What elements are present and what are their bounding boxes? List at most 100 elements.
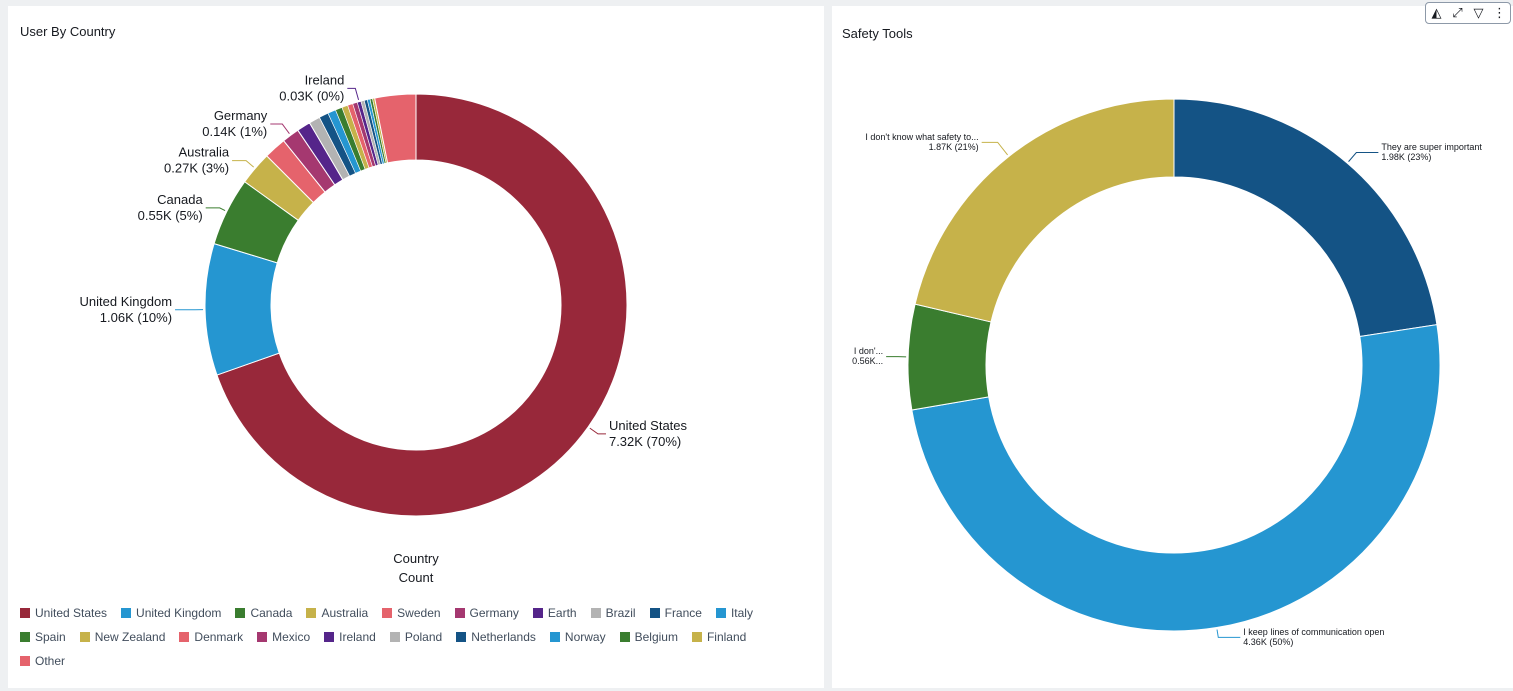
- chart-insights-icon[interactable]: ◭: [1431, 5, 1442, 20]
- legend-item-mexico[interactable]: Mexico: [257, 629, 311, 644]
- expand-icon[interactable]: ⤢: [1452, 5, 1463, 20]
- legend-label: France: [664, 605, 702, 620]
- data-label-value: 0.14K (1%): [202, 124, 267, 139]
- slice-i-don-t-use-them[interactable]: [907, 303, 992, 411]
- legend-label: Spain: [35, 629, 66, 644]
- legend-item-other[interactable]: Other: [20, 653, 66, 668]
- user-by-country-panel: User By Country United States 7.32K (70%)…: [8, 6, 824, 688]
- legend-swatch: [121, 607, 132, 618]
- legend-label: Poland: [404, 629, 443, 644]
- slice-other[interactable]: [374, 93, 417, 164]
- legend-swatch: [306, 607, 317, 618]
- legend-item-netherlands[interactable]: Netherlands: [456, 630, 536, 644]
- legend-label: New Zealand: [94, 629, 166, 644]
- legend-swatch: [179, 631, 190, 642]
- data-label-value: 1.98K (23%): [1381, 152, 1431, 162]
- legend-swatch: [235, 607, 246, 618]
- legend-item-germany[interactable]: Germany: [454, 605, 519, 620]
- label-leader-germany: [270, 123, 290, 134]
- legend-label: Italy: [730, 605, 753, 620]
- panel-title: User By Country: [20, 24, 116, 39]
- legend-item-brazil[interactable]: Brazil: [590, 605, 636, 620]
- slice-united-states[interactable]: [216, 93, 628, 517]
- legend-swatch: [79, 631, 90, 642]
- slices: [907, 98, 1441, 632]
- legend-item-norway[interactable]: Norway: [549, 630, 606, 644]
- legend-label: Germany: [469, 605, 519, 620]
- legend-label: Brazil: [605, 605, 636, 620]
- label-leader-united-states: [589, 427, 606, 435]
- legend-swatch: [454, 607, 465, 618]
- label-leader-i-don-t-know-what-safety-tools-are: [981, 141, 1008, 156]
- data-label-value: 0.55K (5%): [138, 208, 203, 223]
- legend-swatch: [715, 607, 726, 618]
- country-legend: United States United Kingdom Canada Austral…: [20, 605, 810, 668]
- legend-item-new-zealand[interactable]: New Zealand: [79, 629, 166, 644]
- legend-item-australia[interactable]: Australia: [306, 605, 369, 620]
- legend-item-belgium[interactable]: Belgium: [619, 629, 678, 644]
- legend-swatch: [20, 607, 30, 618]
- data-label-name: Ireland: [305, 72, 345, 87]
- legend-item-united-states[interactable]: United States: [20, 605, 108, 620]
- legend-item-canada[interactable]: Canada: [235, 605, 293, 620]
- legend-item-italy[interactable]: Italy: [715, 605, 753, 620]
- legend-label: Belgium: [634, 629, 678, 644]
- slice-they-are-super-important[interactable]: [1173, 98, 1438, 338]
- data-label-name: I don'...: [854, 346, 883, 356]
- data-label-value: 1.87K (21%): [929, 142, 979, 152]
- legend-swatch: [389, 631, 400, 642]
- legend-label: Australia: [321, 605, 369, 620]
- slice-united-kingdom[interactable]: [204, 243, 280, 376]
- legend-item-united-kingdom[interactable]: United Kingdom: [121, 606, 221, 620]
- legend-swatch: [456, 631, 467, 642]
- legend-label: Other: [35, 653, 66, 668]
- legend-label: Mexico: [272, 629, 311, 644]
- legend-item-ireland[interactable]: Ireland: [324, 630, 376, 644]
- slice-i-keep-lines-of-communication-open[interactable]: [911, 324, 1441, 632]
- label-leader-australia: [232, 160, 255, 168]
- legend-swatch: [590, 607, 601, 618]
- data-label-value: 4.36K (50%): [1243, 637, 1293, 647]
- legend-swatch: [691, 631, 702, 642]
- data-label-value: 0.27K (3%): [164, 161, 229, 176]
- legend-label: United States: [35, 605, 108, 620]
- legend-item-finland[interactable]: Finland: [691, 629, 747, 644]
- panel-title: Safety Tools: [842, 26, 913, 41]
- data-label-value: 0.03K (0%): [279, 88, 344, 103]
- legend-item-denmark[interactable]: Denmark: [179, 629, 244, 644]
- data-label-value: 7.32K (70%): [609, 434, 681, 449]
- data-label-name: I keep lines of communication open: [1243, 627, 1384, 637]
- data-label-name: Canada: [157, 192, 203, 207]
- legend-label: Denmark: [194, 629, 244, 644]
- data-label-name: Germany: [214, 108, 268, 123]
- label-leader-canada: [205, 207, 226, 212]
- legend-label: Sweden: [397, 605, 441, 620]
- legend-item-spain[interactable]: Spain: [20, 629, 66, 644]
- data-label-name: United Kingdom: [80, 294, 173, 309]
- slices: [204, 93, 628, 517]
- legend-swatch: [549, 631, 560, 642]
- data-label-value: 1.06K (10%): [100, 310, 172, 325]
- field-label-count: Count: [399, 570, 434, 585]
- legend-swatch: [532, 607, 543, 618]
- more-options-icon[interactable]: ⋮: [1493, 5, 1506, 20]
- legend-item-earth[interactable]: Earth: [532, 606, 577, 620]
- legend-swatch: [324, 631, 335, 642]
- legend-item-france[interactable]: France: [649, 605, 702, 620]
- label-leader-they-are-super-important: [1348, 152, 1379, 162]
- data-label-name: They are super important: [1381, 142, 1482, 152]
- filter-icon[interactable]: ▽: [1473, 5, 1484, 20]
- visual-toolbar: ◭ ⤢ ▽ ⋮: [1425, 2, 1511, 24]
- legend-item-sweden[interactable]: Sweden: [382, 605, 441, 620]
- field-label-country: Country: [393, 551, 439, 566]
- legend-swatch: [257, 631, 268, 642]
- legend-label: Canada: [250, 605, 293, 620]
- data-label-name: I don't know what safety to...: [865, 132, 978, 142]
- legend-swatch: [20, 655, 30, 666]
- legend-swatch: [382, 607, 393, 618]
- slice-i-don-t-know-what-safety-tools-are[interactable]: [914, 98, 1175, 323]
- legend-label: Finland: [706, 629, 747, 644]
- legend-item-poland[interactable]: Poland: [389, 629, 443, 644]
